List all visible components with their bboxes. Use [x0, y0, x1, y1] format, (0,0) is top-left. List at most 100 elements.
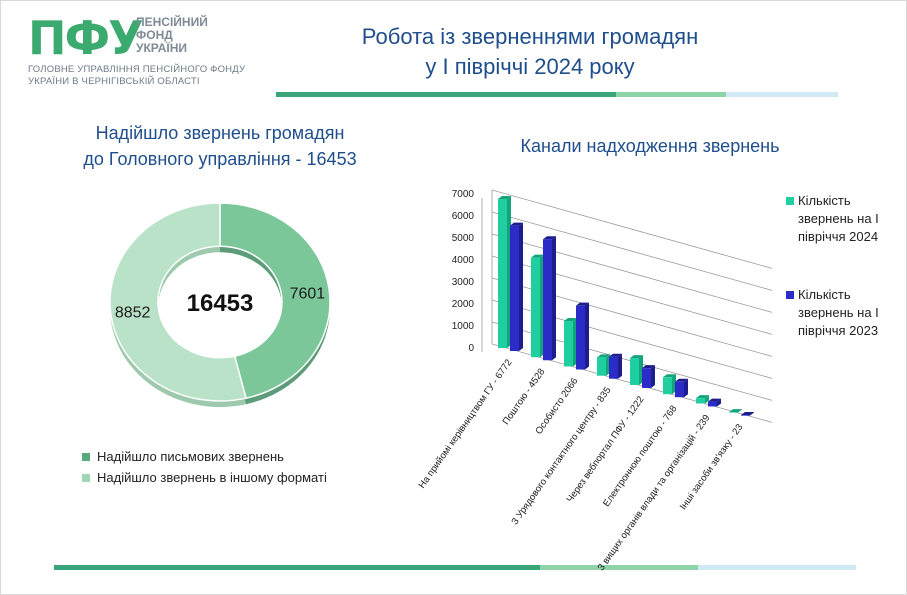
bar-top [630, 355, 643, 359]
footer-divider-light [698, 565, 856, 570]
donut-center-total: 16453 [187, 290, 254, 317]
bar-side [519, 222, 523, 351]
legend-swatch [786, 197, 794, 205]
bar-side [651, 365, 655, 388]
bar-top [741, 412, 754, 416]
bar-top [663, 374, 676, 378]
bar-top [609, 353, 622, 357]
logo-word: ПЕНСІЙНИЙ [136, 15, 208, 29]
gridline [491, 189, 773, 269]
legend-swatch [82, 452, 90, 461]
organization-name: ГОЛОВНЕ УПРАВЛІННЯ ПЕНСІЙНОГО ФОНДУ УКРА… [28, 64, 288, 88]
y-tick-label: 5000 [452, 233, 475, 244]
logo-mark: ПФУ [28, 11, 144, 65]
bar-top [708, 398, 721, 402]
bar-2023 [576, 305, 585, 370]
y-tick-label: 3000 [452, 277, 475, 288]
donut-chart: 7601 8852 16453 [109, 202, 331, 407]
bar-side [750, 412, 754, 416]
legend-swatch [82, 473, 90, 482]
logo-word: ФОНД [136, 28, 173, 42]
bar-top [576, 302, 589, 306]
gridline [491, 211, 773, 291]
bar-chart-title: Канали надходження звернень [520, 136, 780, 156]
legend-item-2023: Кількість звернень на І півріччя 2023 [786, 286, 901, 340]
y-tick-label: 0 [468, 343, 474, 354]
bar-top [696, 395, 709, 399]
bar-2024 [498, 199, 507, 348]
bar-side [585, 302, 589, 370]
y-tick-label: 1000 [452, 321, 475, 332]
bar-side [552, 236, 556, 361]
slide-title-line: у І півріччі 2024 року [425, 54, 635, 79]
bar-top [498, 196, 511, 200]
bar-2024 [630, 358, 639, 385]
x-category-label: Особисто 2066 [533, 376, 580, 437]
bar-2023 [642, 368, 651, 388]
header-divider-light [726, 92, 838, 97]
footer-divider-mid [540, 565, 698, 570]
donut-slice-label: 8852 [115, 304, 151, 321]
bar-side [738, 409, 742, 413]
legend-item-other: Надійшло звернень в іншому форматі [82, 467, 327, 488]
bar-chart: 0 1000 2000 3000 4000 5000 6000 7000 На прийомі … [417, 189, 773, 573]
pfu-logo: ПФУ ПЕНСІЙНИЙ ФОНД УКРАЇНИ ГОЛОВНЕ УПРАВ… [28, 12, 278, 92]
y-tick-label: 4000 [452, 255, 475, 266]
bar-legend: Кількість звернень на І півріччя 2024 Кі… [786, 192, 901, 340]
donut-title-line: до Головного управління - 16453 [83, 149, 357, 169]
logo-words: ПЕНСІЙНИЙ ФОНД УКРАЇНИ [136, 16, 208, 55]
footer-divider-dark [54, 565, 540, 570]
header-divider-dark [276, 92, 616, 97]
bar-side [705, 395, 709, 404]
gridline [491, 233, 773, 313]
bar-2024 [597, 357, 606, 376]
donut-slice-label: 7601 [290, 286, 326, 303]
bar-top [564, 318, 577, 322]
bar-side [684, 378, 688, 398]
x-category-label: На прийомі керівництвом ГУ - 6772 [417, 357, 515, 490]
donut-legend: Надійшло письмових звернень Надійшло зве… [82, 446, 327, 488]
bar-2024 [729, 412, 738, 413]
legend-label: Надійшло письмових звернень [97, 449, 284, 464]
bar-2023 [609, 356, 618, 379]
slide-title-line: Робота із зверненнями громадян [361, 24, 699, 49]
donut-title-line: Надійшло звернень громадян [95, 123, 345, 143]
donut-slice [109, 202, 247, 402]
legend-label: Надійшло звернень в іншому форматі [97, 470, 327, 485]
bar-2023 [741, 415, 750, 416]
legend-swatch [786, 291, 794, 299]
org-line: ГОЛОВНЕ УПРАВЛІННЯ ПЕНСІЙНОГО ФОНДУ [28, 64, 246, 75]
logo-word: УКРАЇНИ [136, 41, 188, 55]
org-line: УКРАЇНИ В ЧЕРНІГІВСЬКІЙ ОБЛАСТІ [28, 76, 200, 87]
y-tick-label: 7000 [452, 189, 475, 200]
legend-label: Кількість звернень на І півріччя 2024 [798, 193, 879, 244]
bar-top [642, 365, 655, 369]
bar-2023 [543, 239, 552, 361]
bar-top [675, 378, 688, 382]
bar-top [729, 409, 742, 413]
bar-2024 [531, 257, 540, 358]
legend-item-2024: Кількість звернень на І півріччя 2024 [786, 192, 901, 246]
bar-top [531, 254, 544, 258]
y-tick-label: 6000 [452, 211, 475, 222]
x-category-label: Електронною поштою - 768 [601, 404, 679, 509]
y-tick-label: 2000 [452, 299, 475, 310]
header-divider-mid [616, 92, 726, 97]
donut-slice [219, 202, 331, 400]
bar-2024 [696, 398, 705, 404]
donut-chart-title: Надійшло звернень громадян до Головного … [30, 120, 410, 172]
slide-title: Робота із зверненнями громадян у І піврі… [300, 22, 760, 82]
x-category-label: Через вебпортал ПФУ - 1222 [565, 394, 647, 504]
x-category-label: Поштою - 4528 [501, 367, 548, 427]
bar-top [597, 354, 610, 358]
bar-2023 [675, 381, 684, 398]
legend-item-written: Надійшло письмових звернень [82, 446, 327, 467]
bar-2023 [510, 225, 519, 351]
bar-top [543, 236, 556, 240]
legend-label: Кількість звернень на І півріччя 2023 [798, 287, 879, 338]
bar-side [717, 398, 721, 407]
bar-2024 [564, 321, 573, 367]
bar-2024 [663, 377, 672, 395]
bar-2023 [708, 401, 717, 407]
bar-side [618, 353, 622, 379]
